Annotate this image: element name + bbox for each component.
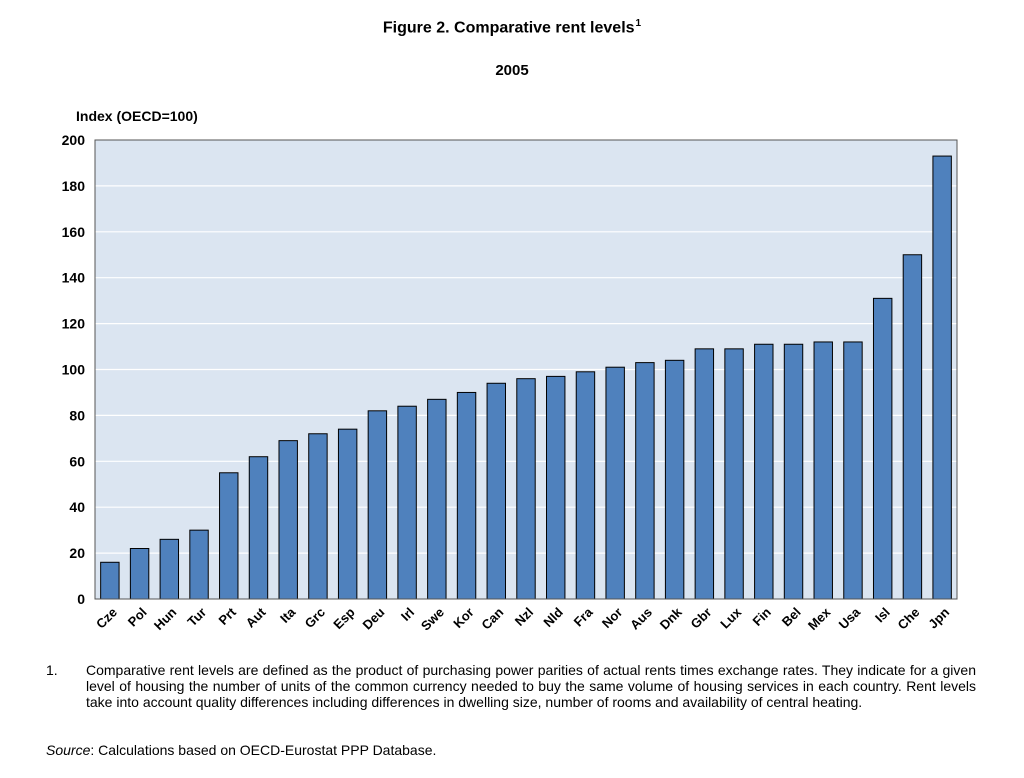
- x-tick-label-pol: Pol: [125, 605, 150, 630]
- bar-prt: [219, 472, 239, 600]
- x-tick-label-mex: Mex: [805, 604, 834, 633]
- bar-ita: [278, 440, 298, 600]
- y-tick-label: 100: [62, 362, 86, 378]
- footnote-number: 1.: [46, 662, 58, 678]
- chart-title: Figure 2. Comparative rent levels1: [0, 18, 1024, 37]
- bar-fra: [575, 371, 596, 600]
- y-tick-label: 200: [62, 132, 86, 148]
- x-tick-label-dnk: Dnk: [657, 604, 686, 633]
- y-tick-label: 80: [69, 407, 85, 423]
- bar-bel: [783, 343, 804, 600]
- bar-mex: [813, 341, 833, 600]
- y-ticks: 0 20 40 60 80 100 120 140 160 180 200: [62, 132, 86, 607]
- x-tick-label-fra: Fra: [571, 604, 596, 629]
- x-tick-label-isl: Isl: [872, 605, 893, 626]
- x-tick-label-irl: Irl: [398, 605, 417, 624]
- bar-gbr: [694, 348, 715, 600]
- y-tick-label: 120: [62, 316, 86, 332]
- y-tick-label: 180: [62, 178, 86, 194]
- source-label: Source: [46, 742, 91, 758]
- bar-hun: [159, 538, 180, 600]
- bar-fin: [754, 343, 774, 600]
- x-tick-label-che: Che: [895, 605, 923, 633]
- bar-jpn: [932, 155, 952, 600]
- bar-chart: 0 20 40 60 80 100 120 140 160 180 200 Cze Pol Hun Tur…: [62, 132, 958, 634]
- x-ticks: Cze Pol Hun Tur Prt Aut Ita Grc Esp Deu Irl Swe Kor C…: [93, 604, 952, 634]
- x-tick-label-aut: Aut: [243, 604, 269, 630]
- bar-irl: [397, 405, 417, 600]
- x-tick-label-fin: Fin: [750, 604, 774, 628]
- bar-kor: [456, 391, 477, 600]
- y-tick-label: 140: [62, 270, 86, 286]
- bar-nzl: [516, 378, 536, 600]
- bar-can: [486, 382, 506, 600]
- chart-subtitle: 2005: [495, 62, 529, 79]
- source-note: Source: Calculations based on OECD-Euros…: [46, 742, 436, 758]
- bar-deu: [367, 410, 388, 600]
- bar-isl: [872, 297, 893, 600]
- y-tick-label: 160: [62, 224, 86, 240]
- x-tick-label-bel: Bel: [779, 605, 804, 630]
- x-tick-label-esp: Esp: [330, 604, 358, 632]
- x-tick-label-can: Can: [478, 604, 506, 632]
- source-text: : Calculations based on OECD-Eurostat PP…: [90, 742, 437, 758]
- bar-lux: [724, 348, 744, 600]
- x-tick-label-lux: Lux: [717, 604, 744, 631]
- x-tick-label-nzl: Nzl: [512, 605, 536, 629]
- x-tick-label-tur: Tur: [184, 605, 209, 630]
- y-tick-label: 60: [69, 453, 85, 469]
- chart-title-text: Figure 2. Comparative rent levels: [382, 19, 635, 37]
- x-tick-label-jpn: Jpn: [925, 604, 952, 631]
- bar-grc: [308, 433, 328, 600]
- x-tick-label-prt: Prt: [216, 604, 240, 628]
- footnote-text: Comparative rent levels are defined as t…: [86, 662, 976, 710]
- y-tick-label: 20: [69, 545, 85, 561]
- x-tick-label-kor: Kor: [450, 605, 476, 631]
- x-tick-label-aus: Aus: [627, 605, 655, 633]
- bar-esp: [337, 428, 358, 600]
- plot-border: [94, 139, 958, 600]
- bar-aus: [635, 362, 655, 600]
- x-tick-label-nld: Nld: [540, 604, 565, 629]
- x-tick-label-cze: Cze: [93, 605, 120, 632]
- x-tick-label-gbr: Gbr: [688, 605, 715, 632]
- bars: [100, 155, 952, 600]
- bar-tur: [189, 529, 209, 600]
- x-tick-label-ita: Ita: [277, 604, 299, 626]
- bar-nor: [605, 366, 625, 600]
- x-tick-label-swe: Swe: [418, 605, 447, 634]
- x-tick-label-hun: Hun: [151, 604, 180, 633]
- bar-swe: [427, 398, 447, 600]
- bar-nld: [546, 375, 566, 600]
- bar-cze: [100, 561, 120, 600]
- y-tick-label: 40: [69, 499, 85, 515]
- y-tick-label: 0: [77, 591, 85, 607]
- x-tick-label-nor: Nor: [599, 605, 625, 631]
- bar-aut: [248, 456, 269, 600]
- bar-che: [902, 254, 923, 600]
- y-axis-label: Index (OECD=100): [76, 108, 198, 124]
- bar-usa: [843, 341, 863, 600]
- x-tick-label-grc: Grc: [302, 605, 328, 631]
- x-tick-label-usa: Usa: [836, 604, 864, 632]
- bar-pol: [129, 548, 150, 600]
- x-tick-label-deu: Deu: [360, 604, 388, 632]
- title-footnote-marker: 1: [635, 18, 642, 29]
- bar-dnk: [664, 359, 685, 600]
